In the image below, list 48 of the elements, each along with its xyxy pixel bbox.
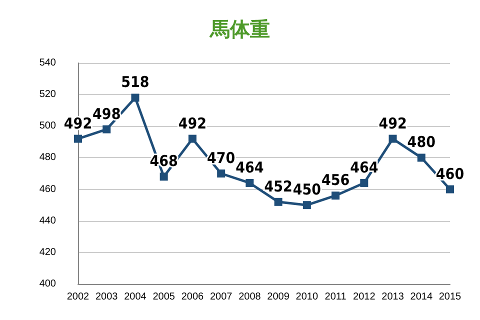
y-tick-label: 400: [39, 278, 56, 290]
data-label: 460: [436, 164, 464, 183]
x-tick-label: 2011: [324, 292, 347, 302]
point: [160, 172, 168, 181]
x-tick-label: 2006: [181, 292, 204, 302]
y-tick-label: 500: [39, 120, 56, 132]
point: [360, 178, 368, 187]
data-label: 480: [407, 133, 436, 152]
point: [102, 125, 111, 134]
x-tick-label: 2015: [438, 292, 462, 302]
x-tick-label: 2003: [95, 292, 118, 302]
x-tick-label: 2005: [152, 292, 176, 302]
point: [217, 170, 226, 178]
y-tick-label: 520: [39, 89, 56, 100]
point: [74, 134, 82, 143]
y-tick-label: 540: [39, 58, 56, 68]
data-label: 492: [378, 114, 407, 132]
point: [446, 185, 454, 194]
data-label: 456: [321, 171, 350, 190]
point: [131, 94, 140, 102]
point: [274, 198, 282, 206]
x-tick-label: 2014: [410, 292, 433, 302]
x-tick-label: 2002: [66, 292, 90, 302]
data-label: 498: [92, 104, 121, 123]
y-tick-label: 420: [39, 246, 56, 258]
point: [388, 134, 397, 143]
y-tick-label: 460: [39, 184, 56, 195]
chart-title: 馬体重: [209, 17, 270, 41]
x-tick-label: 2004: [124, 292, 147, 302]
point: [417, 154, 426, 162]
x-tick-label: 2007: [210, 292, 233, 302]
x-tick-label: 2009: [267, 292, 290, 302]
y-tick-label: 440: [39, 215, 56, 226]
data-label: 518: [121, 73, 150, 92]
y-tick-label: 480: [39, 152, 56, 164]
point: [302, 201, 311, 210]
x-tick-label: 2012: [353, 292, 376, 302]
point: [246, 178, 254, 187]
data-label: 464: [236, 158, 264, 176]
data-label: 450: [292, 180, 322, 199]
point: [332, 192, 340, 200]
x-tick-label: 2013: [382, 292, 404, 302]
data-label: 452: [264, 177, 292, 196]
data-label: 492: [178, 114, 207, 132]
point: [188, 134, 196, 143]
x-tick-label: 2010: [296, 292, 318, 302]
x-tick-label: 2008: [238, 292, 262, 302]
data-label: 492: [64, 114, 92, 132]
